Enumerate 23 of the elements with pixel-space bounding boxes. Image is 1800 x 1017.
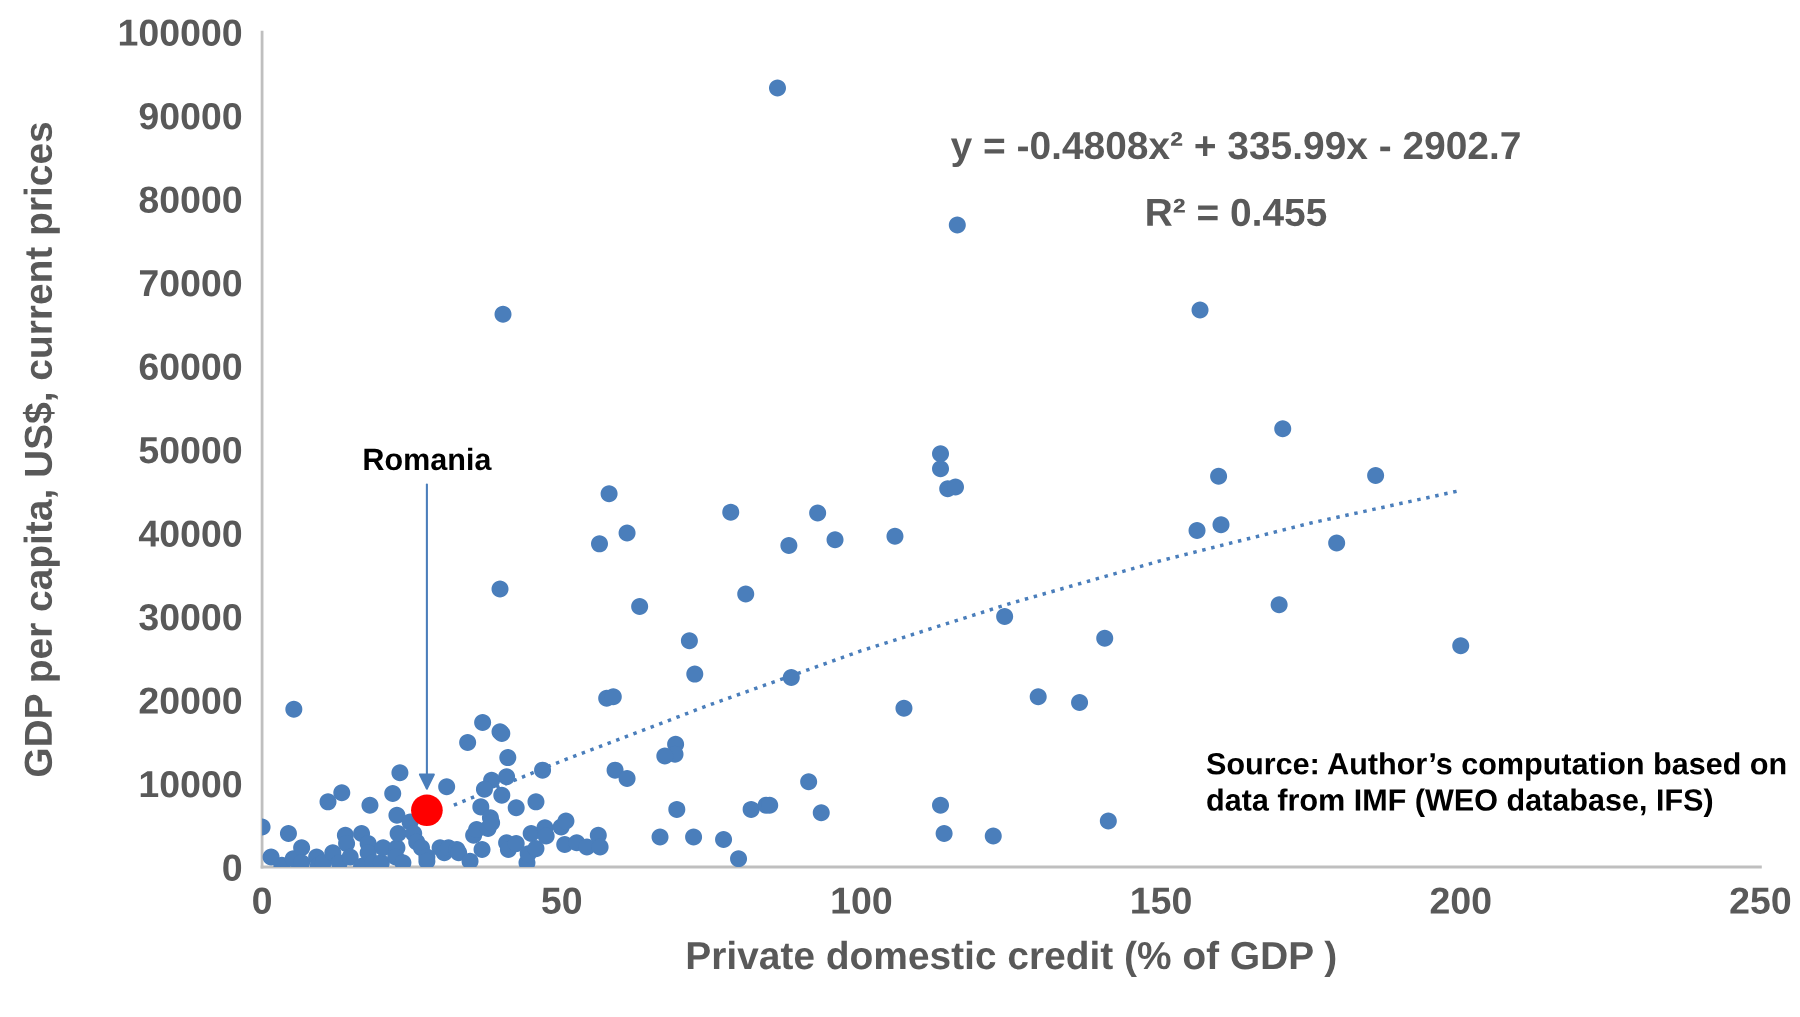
y-tick-label: 80000	[139, 186, 242, 213]
y-tick-label: 60000	[139, 353, 242, 380]
y-tick-label: 10000	[140, 770, 242, 798]
x-tick-label: 200	[1430, 887, 1491, 914]
y-axis-title: GDP per capita, US$, current prices	[22, 122, 60, 777]
text: Romania	[364, 447, 492, 471]
x-tick-label: 50	[542, 887, 582, 914]
y-tick-label: 20000	[139, 687, 242, 714]
x-axis-title: Private domestic credit (% of GDP )	[687, 940, 1336, 978]
x-tick-label: 150	[1132, 887, 1191, 914]
y-tick-label: 100000	[119, 19, 242, 46]
annotation: R² = 0.455	[1147, 198, 1327, 227]
y-tick-label: 40000	[138, 520, 242, 547]
x-tick-label: 0	[253, 887, 271, 914]
y-tick-label: 50000	[139, 436, 242, 464]
x-tick-label: 100	[832, 887, 892, 914]
annotation: y = -0.4808x² + 335.99x - 2902.7	[950, 131, 1520, 168]
y-tick-label: 30000	[139, 603, 242, 631]
x-tick-label: 250	[1730, 887, 1791, 914]
y-tick-label: 70000	[139, 269, 242, 297]
y-tick-label: 0	[223, 854, 242, 881]
annotation: Source: Author’s computation based on data from IMF (WEO database, IFS)	[1206, 752, 1786, 817]
y-tick-label: 90000	[139, 102, 242, 130]
